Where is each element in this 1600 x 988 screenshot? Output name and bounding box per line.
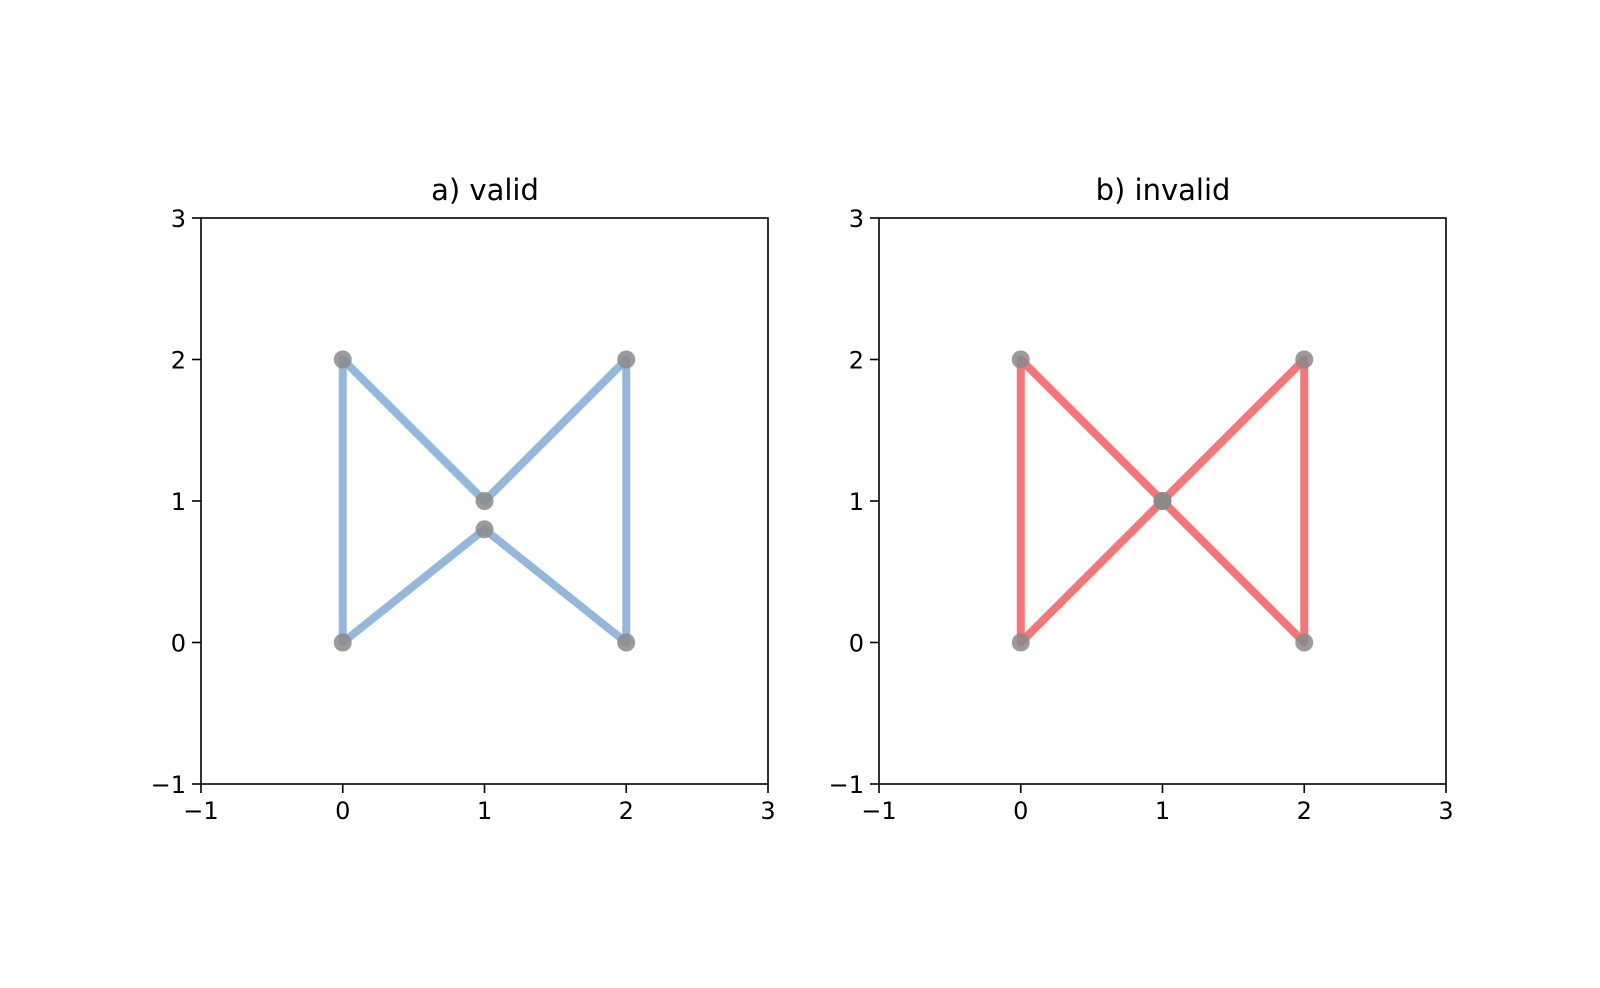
- vertex-valid-0: [333, 633, 352, 652]
- y-tick-label-invalid-4: 3: [849, 205, 864, 233]
- panel-title-invalid: b) invalid: [1096, 173, 1231, 207]
- x-tick-label-valid-0: −1: [183, 797, 218, 825]
- y-tick-label-invalid-1: 0: [849, 630, 864, 658]
- vertex-valid-3: [617, 350, 636, 369]
- ticks-valid: −1 0 1 2 3 −1 0 1 2 3: [151, 205, 776, 825]
- vertex-valid-4: [617, 633, 636, 652]
- vertex-invalid-5: [1153, 492, 1172, 510]
- ticks-invalid: −1 0 1 2 3 −1 0 1 2 3: [829, 205, 1454, 825]
- y-tick-label-valid-4: 3: [171, 205, 186, 233]
- vertices-valid: [333, 350, 636, 652]
- vertex-valid-5: [475, 520, 494, 539]
- x-tick-label-valid-2: 1: [477, 797, 492, 825]
- x-tick-label-invalid-1: 0: [1013, 797, 1028, 825]
- vertex-valid-1: [333, 350, 352, 369]
- panel-valid: a) valid −1 0 1 2 3 −1 0 1 2 3: [151, 173, 776, 825]
- y-tick-label-invalid-2: 1: [849, 488, 864, 516]
- y-tick-label-valid-0: −1: [151, 771, 186, 799]
- x-tick-label-valid-1: 0: [335, 797, 350, 825]
- y-tick-label-invalid-3: 2: [849, 347, 864, 375]
- x-tick-label-invalid-4: 3: [1438, 797, 1453, 825]
- x-tick-label-valid-3: 2: [619, 797, 634, 825]
- vertex-invalid-3: [1295, 350, 1314, 369]
- vertex-invalid-4: [1295, 633, 1314, 652]
- y-tick-label-valid-1: 0: [171, 630, 186, 658]
- panel-title-valid: a) valid: [431, 173, 539, 207]
- x-tick-label-invalid-0: −1: [861, 797, 896, 825]
- x-tick-label-invalid-2: 1: [1155, 797, 1170, 825]
- x-tick-label-invalid-3: 2: [1297, 797, 1312, 825]
- x-tick-label-valid-4: 3: [760, 797, 775, 825]
- panel-invalid: b) invalid −1 0 1 2 3 −1 0 1 2 3: [829, 173, 1454, 825]
- vertex-valid-2: [475, 492, 494, 510]
- vertex-invalid-0: [1011, 633, 1030, 652]
- vertices-invalid: [1011, 350, 1314, 652]
- y-tick-label-valid-3: 2: [171, 347, 186, 375]
- y-tick-label-valid-2: 1: [171, 488, 186, 516]
- y-tick-label-invalid-0: −1: [829, 771, 864, 799]
- vertex-invalid-1: [1011, 350, 1030, 369]
